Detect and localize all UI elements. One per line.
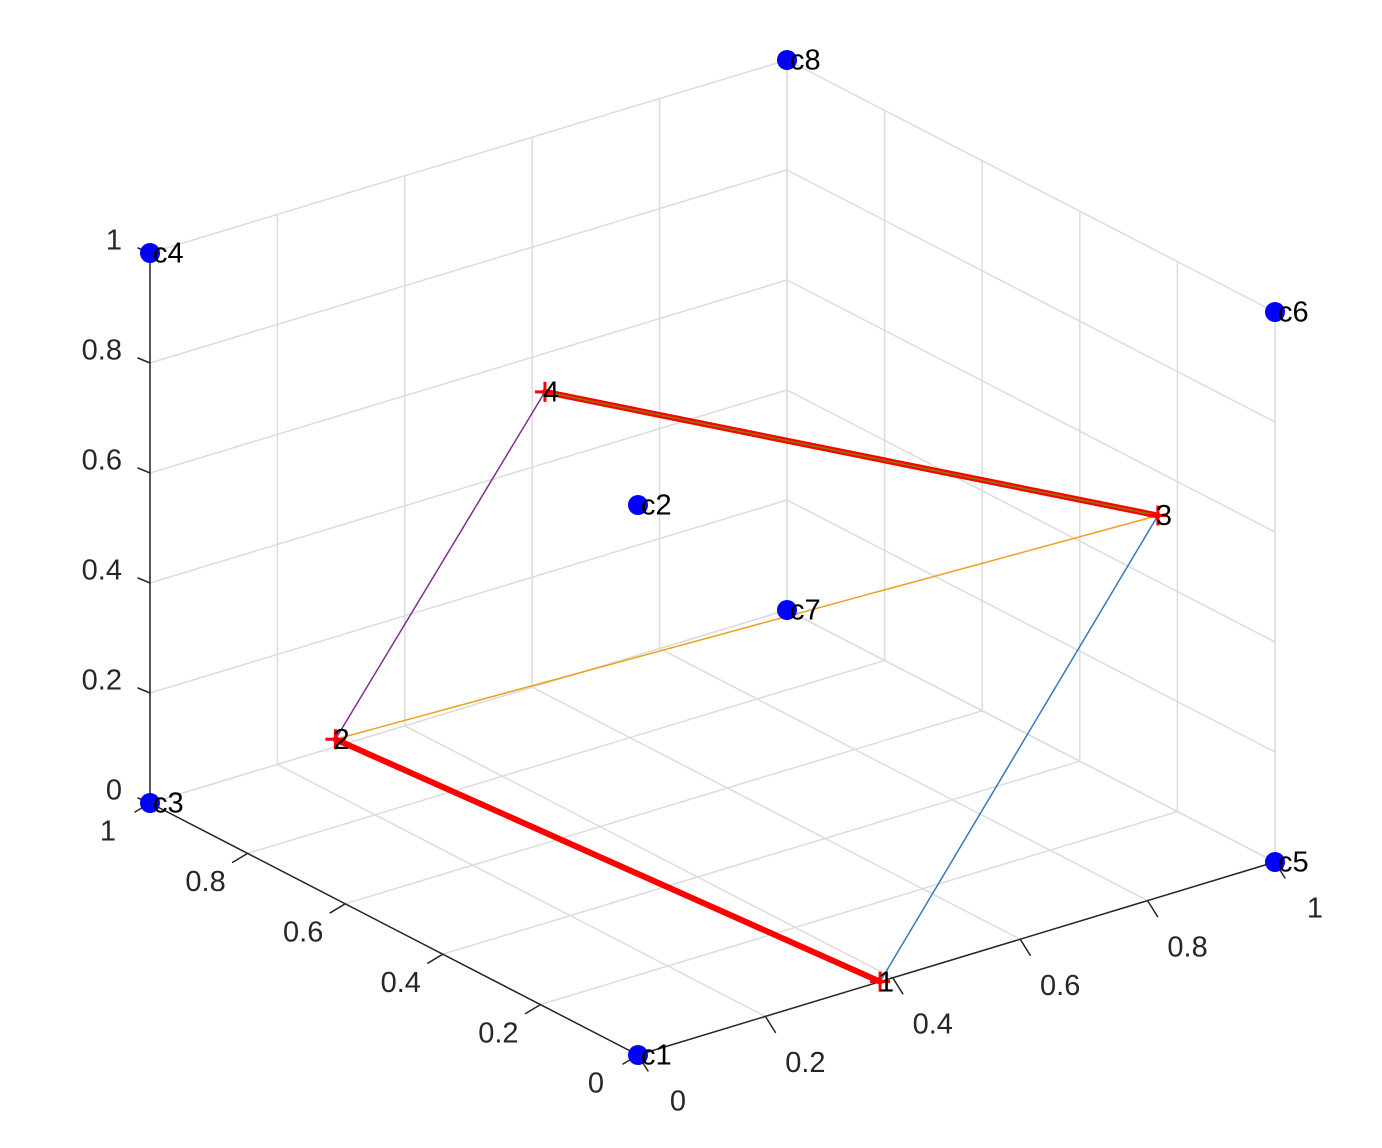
grid-line: [246, 659, 886, 855]
x-tick-mark: [892, 977, 904, 995]
grid-line: [149, 499, 788, 694]
y-tick-mark: [427, 953, 444, 964]
corner-label-c8: c8: [790, 45, 821, 77]
grid-line: [442, 760, 1081, 955]
y-tick-label: 0.8: [185, 866, 225, 898]
y-tick-mark: [329, 903, 346, 914]
edge-2-3: [334, 514, 1159, 741]
y-tick-label: 0.6: [283, 916, 323, 948]
grid-line: [149, 169, 788, 364]
corner-point-c8: [777, 50, 797, 70]
corner-label-c2: c2: [641, 490, 672, 522]
grid-line: [786, 169, 1276, 423]
z-tick-label: 0.4: [82, 555, 122, 587]
z-tick-label: 1: [106, 225, 122, 257]
z-tick-mark: [137, 577, 151, 584]
z-tick-label: 0: [106, 775, 122, 807]
y-tick-mark: [231, 852, 249, 864]
z-tick-label: 0.2: [82, 665, 122, 697]
edge-1-2: [332, 736, 884, 985]
node-label-2: 2: [333, 724, 349, 756]
corner-points: c1 c2 c3 c4 c5 c6 c7 c8: [140, 45, 1309, 1072]
grid-line: [344, 710, 983, 905]
x-tick-label: 0.6: [1040, 970, 1080, 1002]
corner-point-c3: [140, 793, 160, 813]
z-tick-mark: [137, 357, 151, 364]
grid-line: [786, 499, 1276, 753]
y-tick-label: 0.4: [381, 967, 421, 999]
edge-2-4: [334, 391, 546, 741]
y-axis-line: [149, 802, 639, 1056]
corner-point-c7: [777, 600, 797, 620]
grid-line: [149, 609, 788, 804]
y-tick-label: 1: [100, 816, 116, 848]
corner-point-c4: [140, 243, 160, 263]
grid-line: [658, 647, 1149, 902]
graph-edges: [332, 388, 1161, 985]
grid-lines: [149, 59, 1276, 1056]
grid-line: [786, 609, 1276, 863]
grid-line: [149, 279, 788, 474]
corner-label-c5: c5: [1278, 847, 1309, 879]
corner-point-c1: [628, 1045, 648, 1065]
z-tick-mark: [137, 467, 151, 474]
corner-point-c5: [1265, 852, 1285, 872]
node-marker-2: [325, 729, 346, 750]
node-label-3: 3: [1156, 500, 1172, 532]
corner-label-c7: c7: [790, 595, 821, 627]
node-marker-1: [870, 971, 891, 992]
node-label-4: 4: [543, 376, 559, 408]
grid-line: [276, 763, 767, 1018]
corner-label-c4: c4: [153, 238, 184, 270]
y-tick-label: 0: [588, 1068, 604, 1100]
x-tick-label: 0.8: [1167, 931, 1207, 963]
node-marker-4: [534, 381, 555, 402]
grid-line: [539, 810, 1179, 1006]
grid-line: [531, 686, 1021, 940]
grid-line: [149, 59, 788, 254]
y-tick-mark: [524, 1003, 542, 1015]
edge-3-4-inner: [544, 391, 1159, 517]
x-tick-label: 0.2: [785, 1047, 825, 1079]
grid-line: [404, 725, 894, 979]
node-label-1: 1: [878, 966, 894, 998]
x-axis-line: [637, 861, 1276, 1056]
axes: 0 0.2 0.4 0.6 0.8 1 0 0.2 0.4 0.6 0.8 1 0 0.2 0.4 0.6 0.…: [82, 225, 1323, 1118]
corner-label-c6: c6: [1278, 297, 1309, 329]
x-tick-mark: [1019, 938, 1031, 956]
node-marker-3: [1147, 505, 1168, 526]
grid-line: [786, 59, 1276, 313]
x-tick-label: 1: [1307, 893, 1323, 925]
edge-1-3: [879, 514, 1159, 983]
graph-nodes: 1 2 3 4: [325, 376, 1172, 998]
x-tick-mark: [764, 1015, 777, 1034]
grid-line: [786, 279, 1276, 533]
x-tick-mark: [1146, 899, 1159, 918]
y-tick-label: 0.2: [478, 1017, 518, 1049]
corner-point-c6: [1265, 302, 1285, 322]
z-tick-mark: [137, 687, 151, 694]
corner-label-c1: c1: [641, 1040, 672, 1072]
x-tick-label: 0: [670, 1086, 686, 1118]
z-tick-label: 0.8: [82, 335, 122, 367]
grid-line: [786, 389, 1276, 643]
x-tick-label: 0.4: [913, 1008, 953, 1040]
corner-point-c2: [628, 495, 648, 515]
corner-label-c3: c3: [153, 788, 184, 820]
z-tick-label: 0.6: [82, 445, 122, 477]
